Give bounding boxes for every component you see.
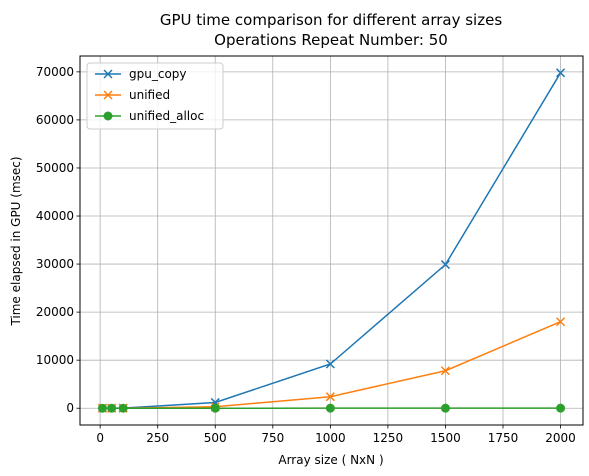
y-tick-label: 70000 <box>36 65 74 79</box>
data-point <box>325 403 335 413</box>
legend-label: gpu_copy <box>129 67 187 81</box>
data-point <box>210 403 220 413</box>
data-point <box>556 403 566 413</box>
data-point <box>440 260 450 270</box>
x-axis-label: Array size ( NxN ) <box>278 453 383 467</box>
legend-point <box>103 111 113 121</box>
legend-item: unified <box>95 88 170 102</box>
legend-point <box>103 69 113 79</box>
x-axis: 0 250 500 750 1000 1250 1500 1750 2000 <box>96 425 576 445</box>
legend-label: unified_alloc <box>129 109 204 123</box>
legend-label: unified <box>129 88 170 102</box>
y-axis: 0 10000 20000 30000 40000 50000 60000 70000 <box>36 65 80 415</box>
series-unified-alloc <box>97 403 566 413</box>
data-point <box>107 403 117 413</box>
y-tick-label: 0 <box>66 401 74 415</box>
x-tick-label: 2000 <box>545 431 576 445</box>
grid <box>80 56 583 425</box>
y-tick-label: 40000 <box>36 209 74 223</box>
data-point <box>440 366 450 376</box>
x-tick-label: 250 <box>146 431 169 445</box>
legend-box <box>86 62 224 130</box>
data-point <box>118 403 128 413</box>
legend-item: unified_alloc <box>95 109 204 123</box>
y-tick-label: 60000 <box>36 113 74 127</box>
data-point <box>556 68 566 78</box>
data-point <box>97 403 107 413</box>
chart-title: GPU time comparison for different array … <box>160 11 502 29</box>
legend-item: gpu_copy <box>95 67 187 81</box>
x-tick-label: 500 <box>204 431 227 445</box>
x-tick-label: 750 <box>261 431 284 445</box>
x-tick-label: 0 <box>96 431 104 445</box>
y-tick-label: 20000 <box>36 305 74 319</box>
data-point <box>440 403 450 413</box>
data-point <box>556 317 566 327</box>
y-tick-label: 50000 <box>36 161 74 175</box>
y-tick-label: 30000 <box>36 257 74 271</box>
x-tick-label: 1750 <box>488 431 519 445</box>
x-tick-label: 1000 <box>315 431 346 445</box>
data-point <box>325 392 335 402</box>
plot-series <box>97 68 566 413</box>
y-axis-label: Time elapsed in GPU (msec) <box>9 156 23 326</box>
plot-frame <box>79 55 584 426</box>
chart-subtitle: Operations Repeat Number: 50 <box>214 31 448 49</box>
data-point <box>325 359 335 369</box>
y-tick-label: 10000 <box>36 353 74 367</box>
x-tick-label: 1250 <box>373 431 404 445</box>
x-tick-label: 1500 <box>430 431 461 445</box>
legend-point <box>103 90 113 100</box>
